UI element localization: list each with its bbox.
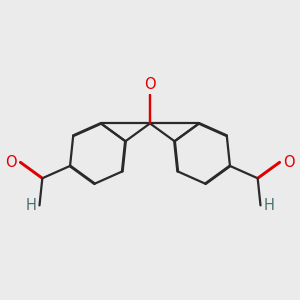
- Text: O: O: [6, 155, 17, 170]
- Text: O: O: [144, 77, 156, 92]
- Text: O: O: [283, 155, 294, 170]
- Text: H: H: [264, 198, 274, 213]
- Text: H: H: [26, 198, 36, 213]
